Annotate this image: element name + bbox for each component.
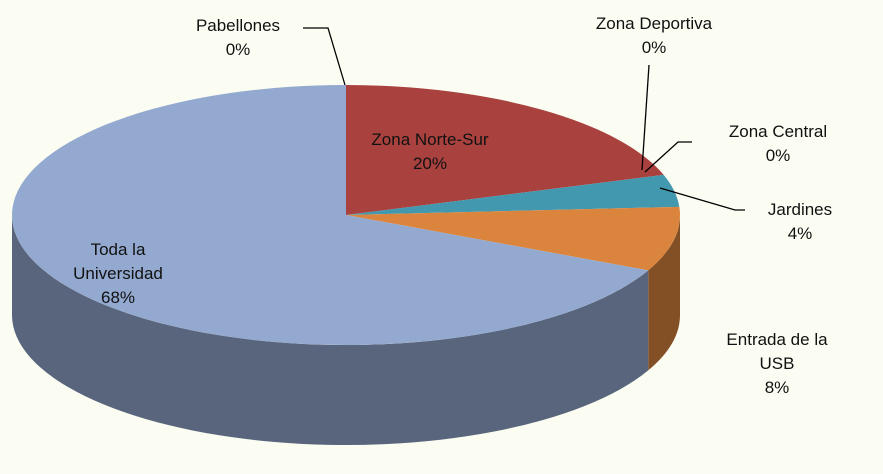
pie-sides: [12, 215, 680, 445]
data-label: Zona Central 0%: [729, 120, 827, 168]
pie-slice: [346, 206, 680, 271]
data-label: Zona Norte-Sur 20%: [371, 128, 488, 176]
category-name: Pabellones: [195, 16, 281, 35]
leader-lines: [303, 27, 745, 211]
value-label: 0%: [225, 40, 251, 59]
value-label: 8%: [764, 378, 790, 397]
data-label: Entrada de la USB 8%: [724, 328, 830, 400]
leader-line: [659, 187, 745, 211]
category-name: Entrada de la USB: [726, 330, 828, 373]
category-name: Zona Central: [728, 122, 828, 141]
leader-line: [303, 27, 346, 86]
value-label: 68%: [100, 288, 136, 307]
value-label: 0%: [765, 146, 791, 165]
pie-slice: [346, 85, 664, 215]
pie-slice: [12, 85, 649, 345]
value-label: 4%: [787, 224, 813, 243]
category-name: Jardines: [767, 200, 833, 219]
value-label: 0%: [641, 38, 667, 57]
pie-side: [12, 215, 649, 445]
data-label: Pabellones 0%: [196, 14, 280, 62]
pie-side: [648, 215, 680, 371]
category-name: Zona Norte-Sur: [371, 130, 489, 149]
pie-slice: [346, 174, 680, 215]
category-name: Toda la Universidad: [73, 240, 163, 283]
data-label: Jardines 4%: [768, 198, 832, 246]
data-label: Toda la Universidad 68%: [63, 238, 173, 310]
leader-line: [641, 64, 650, 171]
pie-tops: [12, 85, 680, 345]
category-name: Zona Deportiva: [595, 14, 713, 33]
data-label: Zona Deportiva 0%: [596, 12, 712, 60]
leader-line: [644, 141, 692, 173]
value-label: 20%: [412, 154, 448, 173]
